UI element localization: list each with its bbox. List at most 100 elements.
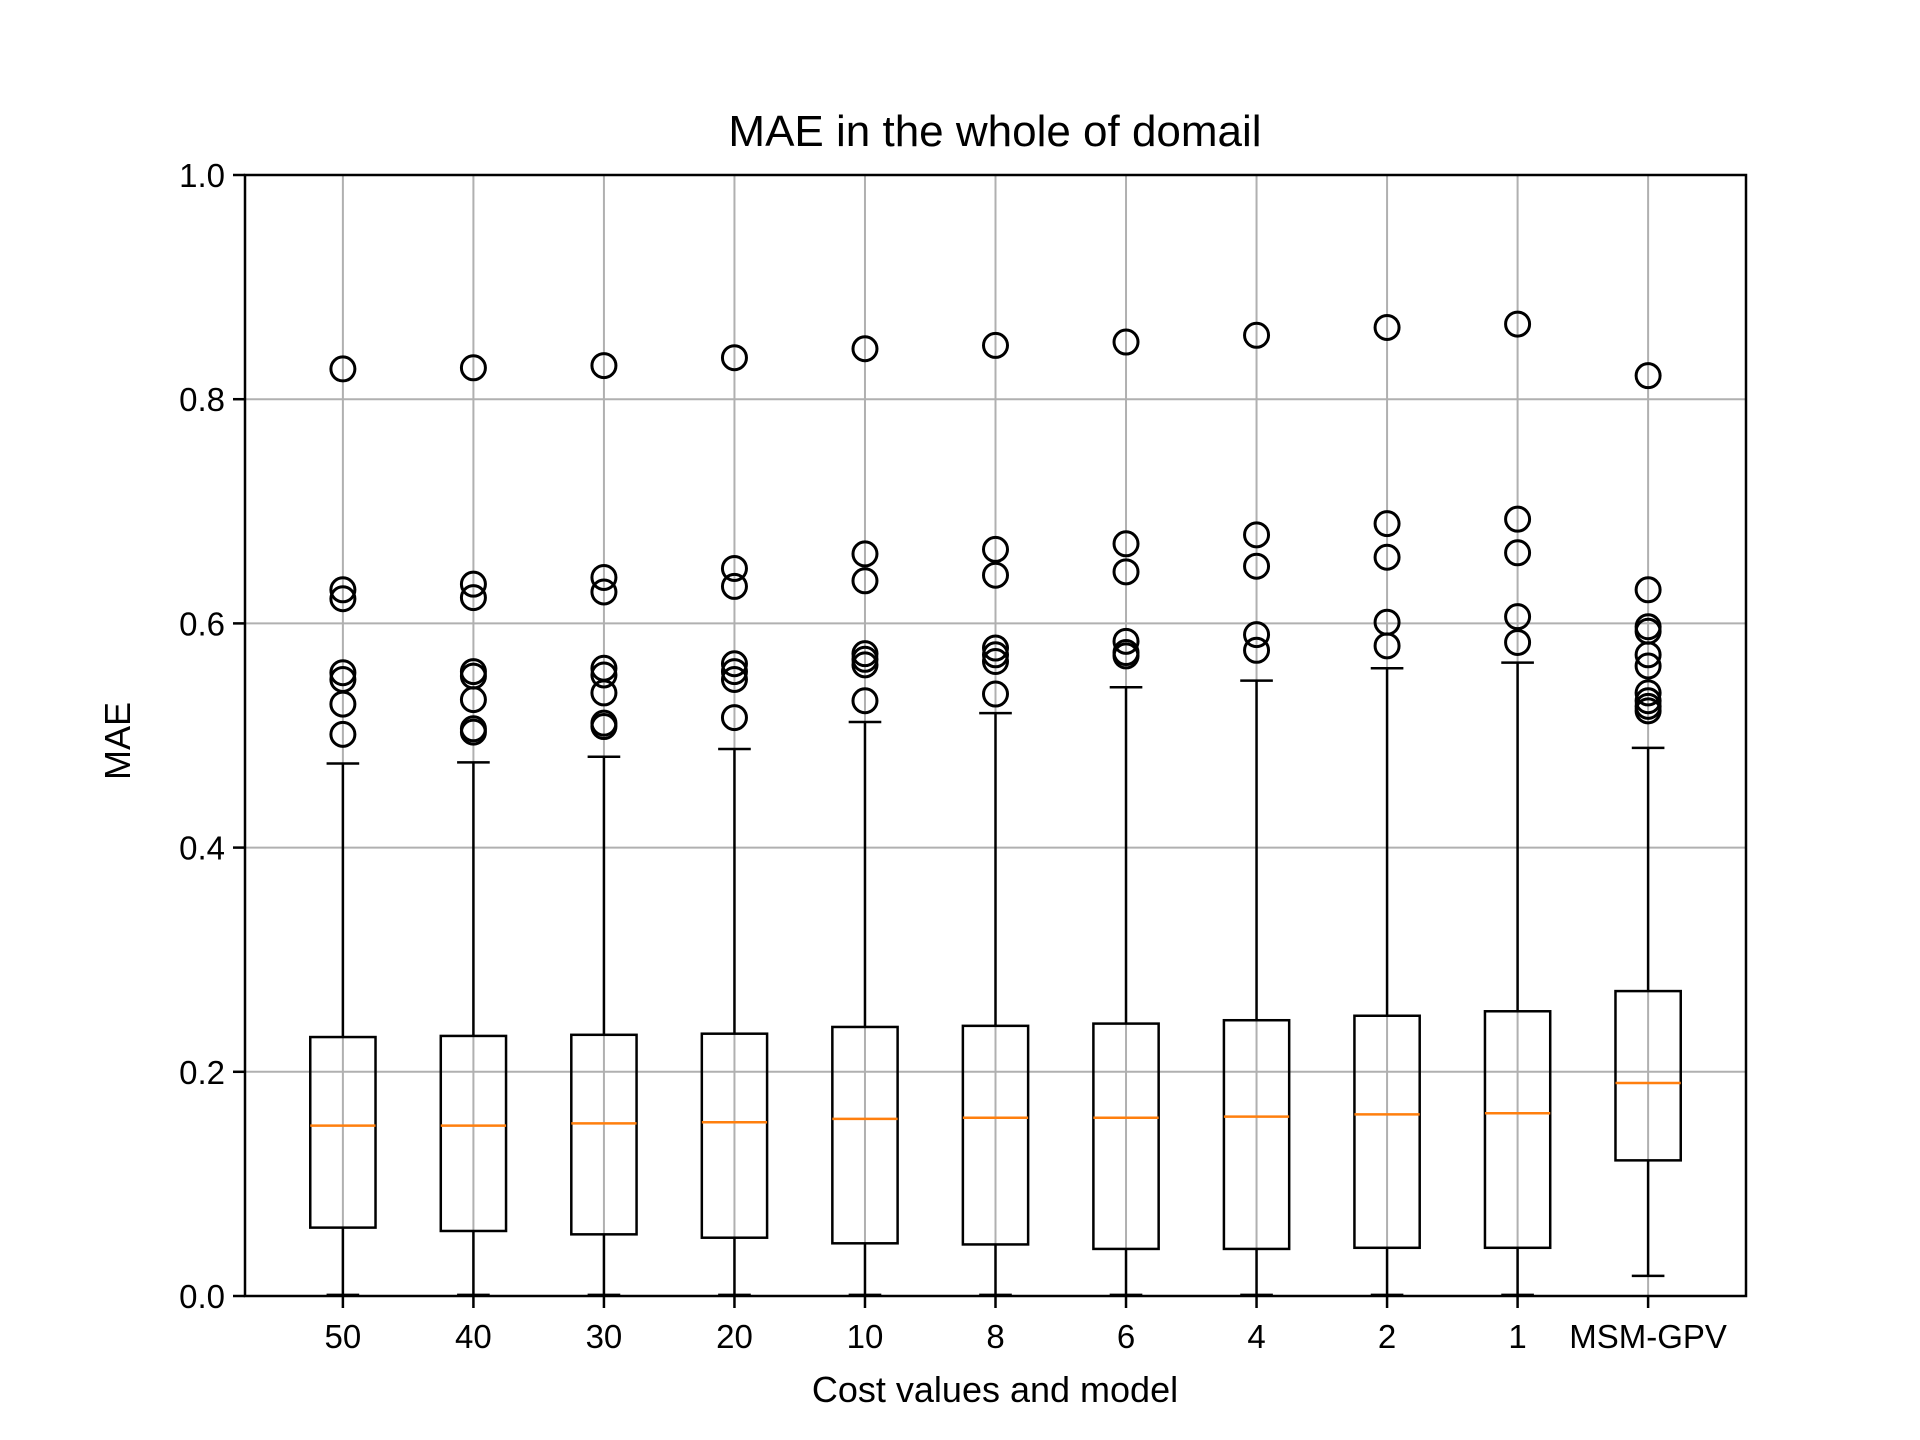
outlier-point [459,354,487,382]
outlier-point [1634,697,1662,725]
box-plot-item [570,352,638,1297]
outlier-point [720,650,748,678]
outlier-point [851,651,879,679]
outlier-point [982,641,1009,669]
outlier-point [720,554,748,582]
x-tick-label: 40 [455,1318,492,1355]
box-plot-item [1614,362,1682,1278]
outlier-point [590,679,618,707]
outlier-point [1504,603,1532,631]
outlier-point [851,567,879,595]
outlier-point [982,680,1009,708]
iqr-box [1483,1010,1552,1250]
outlier-point [590,661,618,689]
iqr-box [831,1025,899,1245]
outlier-point [982,561,1009,589]
outlier-point [1373,510,1401,538]
outlier-point [329,576,357,604]
tick-layer: 0.0 0.2 0.4 0.6 0.8 1.0 50 40 30 20 10 8 6 4 2 1 MSM-GPV [179,157,1727,1355]
x-tick-label: 1 [1508,1318,1526,1355]
y-tick-label: 1.0 [179,157,225,194]
outlier-point [1634,576,1662,604]
outlier-point [1504,505,1532,533]
y-axis-label: MAE [97,702,138,780]
box-plot-item [309,355,377,1297]
y-tick-label: 0.4 [179,830,225,867]
outlier-point [982,634,1009,662]
x-axis-label: Cost values and model [812,1369,1178,1410]
outlier-point [1243,621,1271,649]
outlier-point [720,572,748,600]
x-tick-label: MSM-GPV [1569,1318,1727,1355]
outlier-point [1243,521,1271,549]
y-tick-label: 0.6 [179,605,225,642]
outlier-point [329,720,357,748]
outlier-point [1112,627,1140,655]
outlier-point [590,563,618,591]
outlier-point [1373,632,1401,660]
box-plot-item [1353,313,1421,1297]
outlier-point [459,584,487,612]
y-tick-label: 0.0 [179,1278,225,1315]
iqr-box [1353,1014,1421,1250]
outlier-point [1504,310,1532,338]
iqr-box [1614,989,1682,1162]
x-tick-label: 20 [716,1318,753,1355]
outlier-point [982,648,1009,676]
outlier-point [1373,313,1401,341]
outlier-point [1243,636,1271,664]
outlier-point [982,331,1009,359]
outlier-point [720,704,748,732]
x-tick-label: 8 [986,1318,1004,1355]
outlier-point [590,713,618,741]
x-tick-label: 10 [847,1318,884,1355]
iqr-box [439,1034,508,1233]
iqr-box [1092,1022,1160,1251]
outlier-point [982,535,1009,563]
box-layer [309,310,1682,1297]
outlier-point [1373,543,1401,571]
outlier-point [1112,558,1140,586]
outlier-point [1243,321,1271,349]
outlier-point [1634,652,1662,680]
box-plot-item [831,335,899,1297]
box-plot-item [961,331,1030,1297]
iqr-box [961,1024,1030,1246]
y-tick-label: 0.2 [179,1054,225,1091]
outlier-point [1634,679,1662,707]
outlier-point [1112,328,1140,356]
outlier-point [329,690,357,718]
outlier-point [329,355,357,383]
outlier-point [329,659,357,687]
outlier-point [1112,530,1140,558]
outlier-point [1504,628,1532,656]
outlier-point [720,658,748,686]
outlier-point [851,540,879,568]
outlier-point [1634,362,1662,390]
outlier-point [459,570,487,598]
outlier-point [1504,539,1532,567]
x-tick-label: 4 [1247,1318,1265,1355]
outlier-point [590,352,618,380]
outlier-point [720,344,748,372]
outlier-point [459,686,487,714]
iqr-box [309,1035,377,1229]
x-tick-label: 50 [325,1318,362,1355]
box-plot-item [1092,328,1160,1297]
chart-title: MAE in the whole of domail [728,107,1261,156]
box-plot-item [439,354,508,1297]
iqr-box [700,1032,769,1239]
outlier-point [851,335,879,363]
outlier-point [329,585,357,613]
outlier-point [720,665,748,693]
outlier-point [590,578,618,606]
outlier-point [459,718,487,746]
iqr-box [570,1033,638,1236]
box-plot-item [1483,310,1552,1297]
y-tick-label: 0.8 [179,381,225,418]
outlier-point [1112,642,1140,670]
outlier-point [1243,552,1271,580]
outlier-point [851,687,879,715]
outlier-point [1634,641,1662,669]
